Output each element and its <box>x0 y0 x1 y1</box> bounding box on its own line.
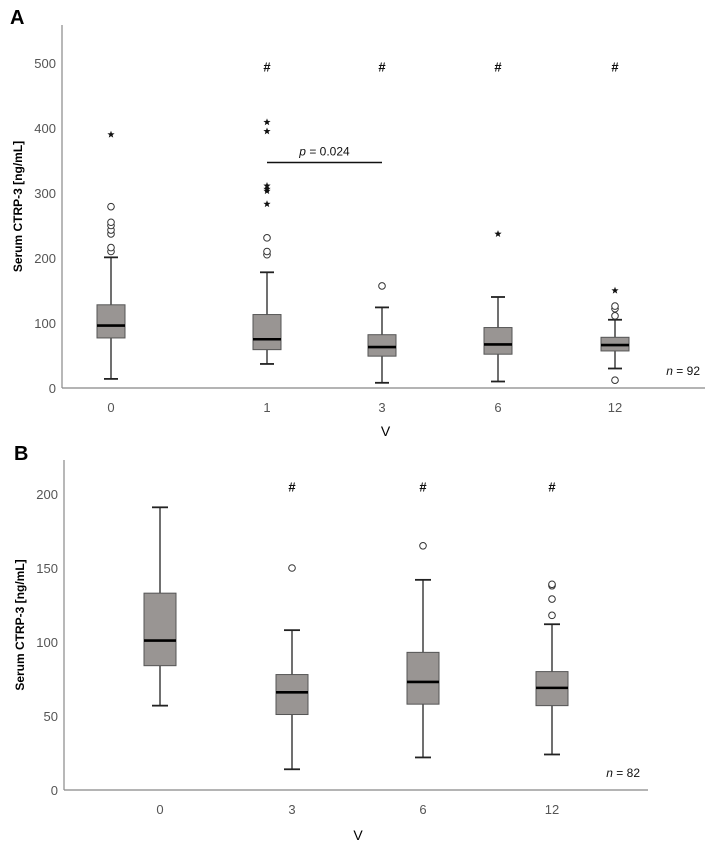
outlier-circle <box>548 595 556 603</box>
significance-marker: # <box>378 59 386 74</box>
outlier-circle <box>548 580 556 589</box>
y-tick-label: 400 <box>34 121 56 136</box>
outlier-circle <box>107 243 115 252</box>
outlier-star-icon <box>263 200 271 208</box>
sample-size-label: n = 82 <box>606 766 640 780</box>
outlier-circle <box>107 202 115 211</box>
n-value: = 92 <box>673 364 700 378</box>
box-1: # <box>252 59 282 365</box>
box-3: # <box>275 480 309 771</box>
x-tick-label: 3 <box>378 400 385 415</box>
n-value: = 82 <box>613 766 640 780</box>
box-12: # <box>535 480 569 756</box>
iqr-box <box>143 592 177 667</box>
outlier-circle <box>288 564 296 572</box>
outlier-star-icon <box>263 127 271 135</box>
p-symbol: p <box>298 144 306 158</box>
sample-size-label: n = 92 <box>666 364 700 378</box>
x-tick-label: 6 <box>419 802 426 817</box>
outlier-circle <box>419 542 427 550</box>
x-tick-label: 0 <box>156 802 163 817</box>
significance-marker: # <box>494 59 502 74</box>
outlier-star-icon <box>494 230 502 238</box>
outlier-star-icon <box>263 185 271 193</box>
iqr-box <box>406 651 440 705</box>
y-tick-label: 150 <box>36 561 58 576</box>
iqr-box <box>252 314 282 351</box>
p-value-label: p = 0.024 <box>298 144 350 158</box>
outlier-star-icon <box>263 118 271 126</box>
iqr-box <box>96 304 126 339</box>
outlier-star-icon <box>263 182 271 189</box>
chart-panel-B: B 0 50 100 150 200 Serum CTRP-3 [ng/mL] 0 3 6 12 V #… <box>13 443 648 843</box>
significance-marker: # <box>288 480 296 495</box>
outlier-circle <box>611 302 619 310</box>
x-axis-label: V <box>353 827 363 843</box>
y-axis-label: Serum CTRP-3 [ng/mL] <box>13 559 27 690</box>
chart-panel-A: A 0 100 200 300 400 500 Serum CTRP-3 [ng/mL] 0 1 3… <box>10 7 705 439</box>
x-tick-label: 1 <box>263 400 270 415</box>
box-0 <box>143 506 177 707</box>
box-3: # <box>367 59 397 384</box>
n-symbol: n <box>606 766 613 780</box>
box-0 <box>96 130 126 380</box>
box-6: # <box>406 480 440 759</box>
outlier-circle <box>263 247 271 256</box>
y-tick-label: 100 <box>36 635 58 650</box>
x-axis-label: V <box>381 423 391 439</box>
iqr-box <box>483 327 513 355</box>
outlier-star-icon <box>611 286 619 294</box>
n-symbol: n <box>666 364 673 378</box>
y-tick-label: 100 <box>34 316 56 331</box>
outlier-circle <box>263 234 271 242</box>
outlier-circle <box>107 218 115 227</box>
x-tick-label: 12 <box>608 400 622 415</box>
y-tick-label: 200 <box>36 487 58 502</box>
box-6: # <box>483 59 513 383</box>
significance-marker: # <box>548 480 556 495</box>
outlier-circle <box>611 376 619 385</box>
significance-marker: # <box>611 59 619 74</box>
x-tick-label: 3 <box>288 802 295 817</box>
box-12: # <box>600 59 630 385</box>
panel-label: A <box>10 7 24 29</box>
outlier-circle <box>548 611 556 620</box>
outlier-star-icon <box>107 130 115 138</box>
panel-label: B <box>14 443 28 465</box>
y-tick-label: 50 <box>44 709 58 724</box>
x-tick-label: 6 <box>494 400 501 415</box>
iqr-box <box>275 674 309 716</box>
y-tick-label: 300 <box>34 186 56 201</box>
y-axis-label: Serum CTRP-3 [ng/mL] <box>11 141 25 272</box>
y-tick-label: 0 <box>49 381 56 396</box>
x-tick-label: 0 <box>107 400 114 415</box>
outlier-circle <box>378 282 386 290</box>
y-tick-label: 0 <box>51 783 58 798</box>
y-tick-label: 500 <box>34 56 56 71</box>
outlier-circle <box>611 312 619 320</box>
y-tick-label: 200 <box>34 251 56 266</box>
p-value: = 0.024 <box>306 144 350 158</box>
x-tick-label: 12 <box>545 802 559 817</box>
iqr-box <box>367 334 397 357</box>
significance-marker: # <box>419 480 427 495</box>
significance-marker: # <box>263 59 271 74</box>
